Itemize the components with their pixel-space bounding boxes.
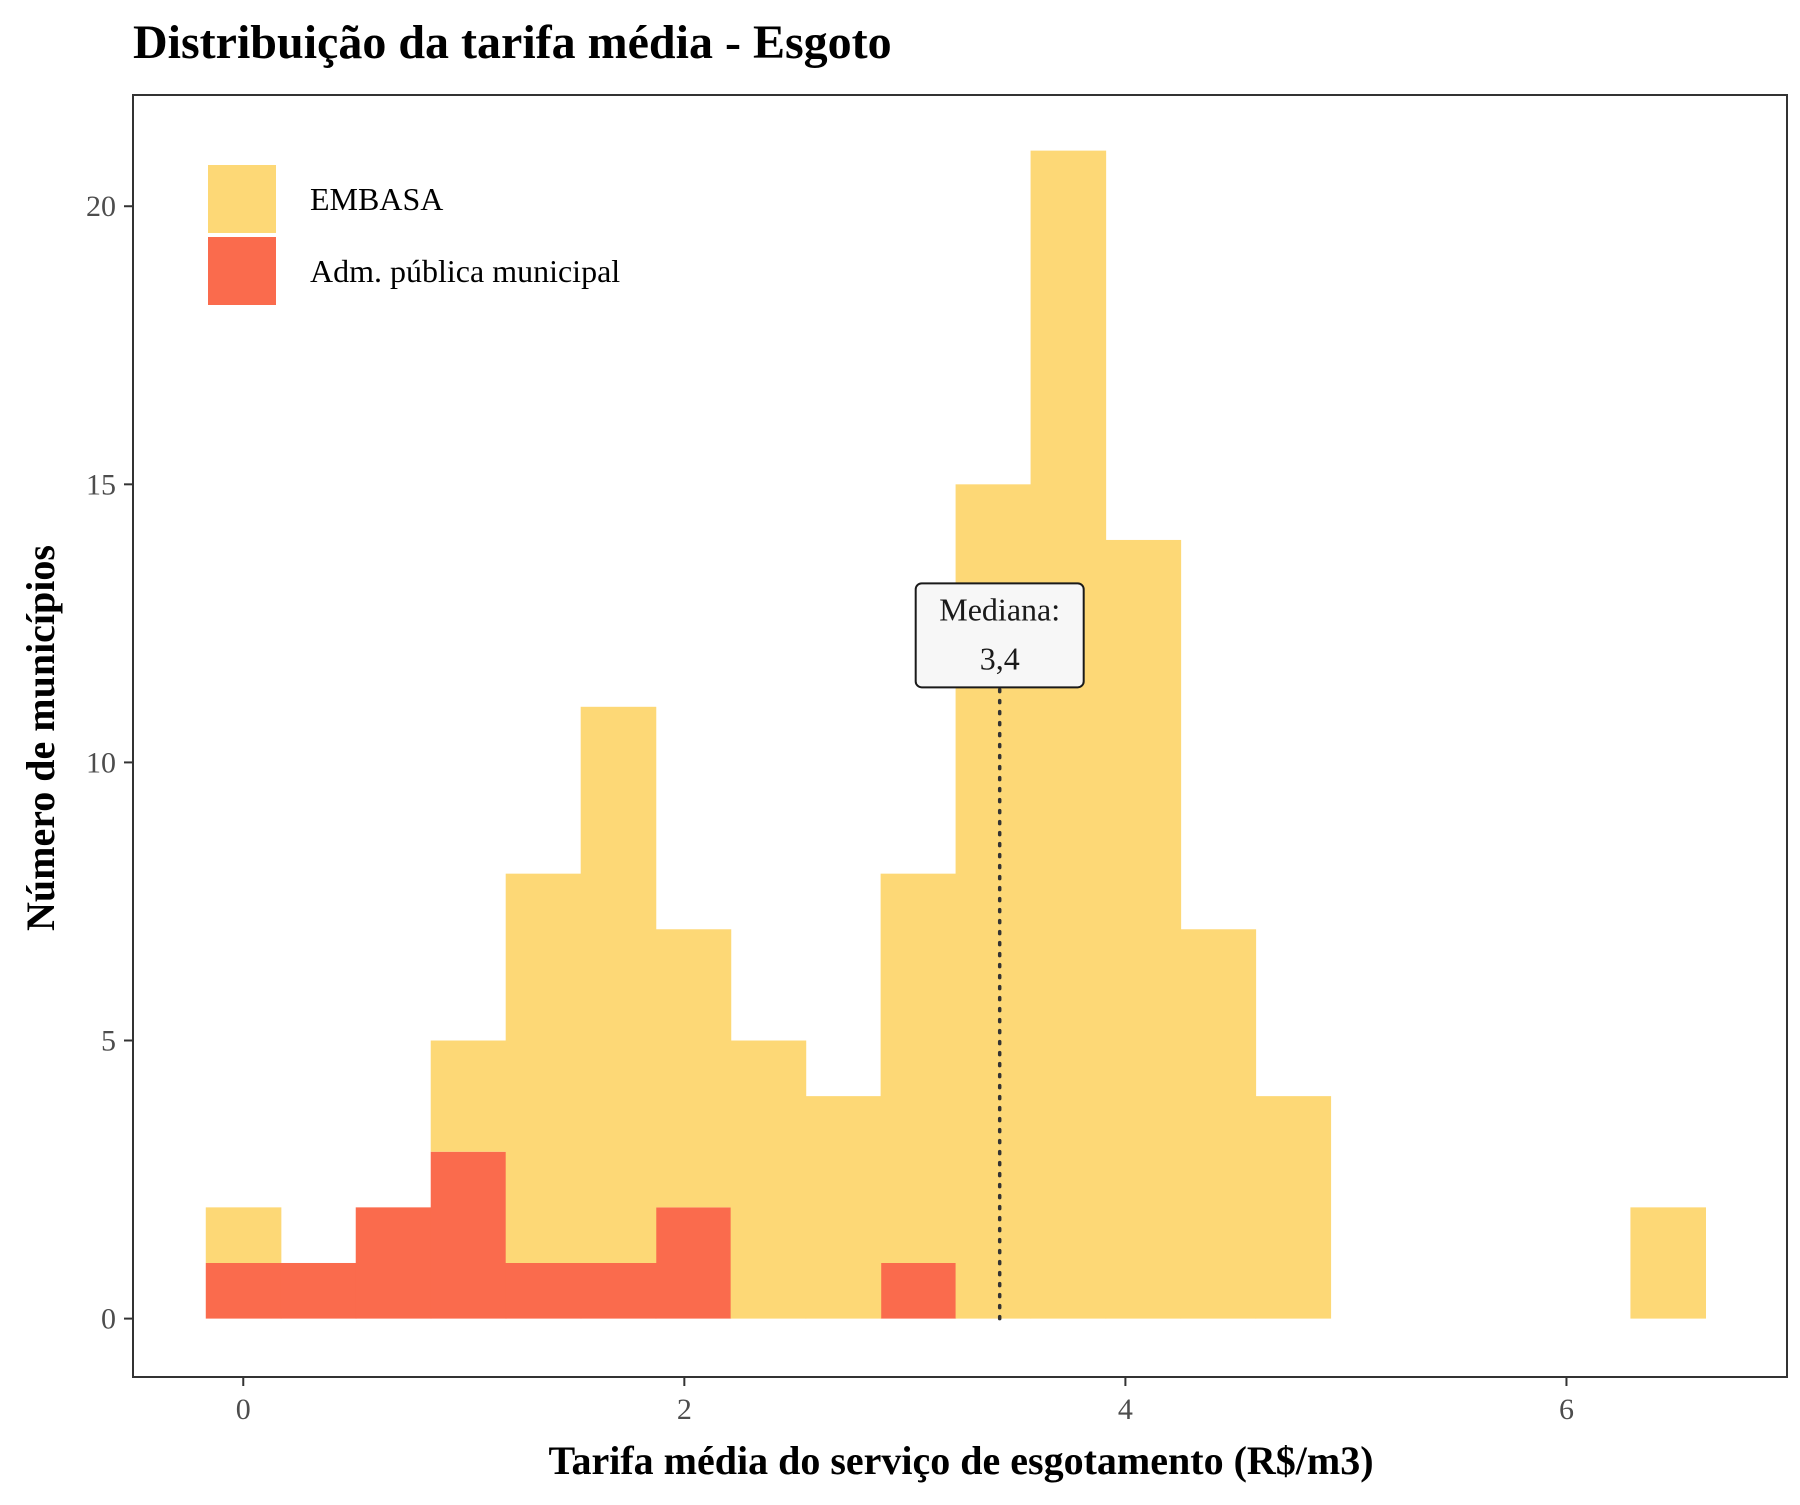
bar-embasa [580,706,657,1263]
x-tick-label: 4 [1118,1393,1133,1426]
median-label-box [914,582,1085,689]
bar-embasa [1630,1207,1707,1319]
bar-adm-publica-municipal [205,1262,282,1319]
bar-embasa [1030,150,1107,1319]
bar-adm-publica-municipal [655,1207,732,1319]
bar-embasa [430,1040,507,1152]
bar-embasa [805,1096,882,1319]
x-tick-label: 2 [677,1393,692,1426]
legend-key [208,237,276,305]
legend-key [208,165,276,233]
bar-embasa [655,929,732,1208]
bars-layer [205,150,1707,1319]
y-tick-label: 15 [86,468,116,501]
bar-embasa [1255,1096,1332,1319]
bar-adm-publica-municipal [880,1262,957,1319]
median-label-title: Mediana: [939,591,1060,627]
bar-adm-publica-municipal [355,1207,432,1319]
plot-panel-border [132,94,1788,1378]
bar-embasa [1180,929,1257,1319]
annotation-layer: Mediana: 3,4 [914,582,1085,1321]
y-tick-label: 20 [86,190,116,223]
y-tick-label: 10 [86,746,116,779]
bar-embasa [505,873,582,1263]
legend-label: EMBASA [310,181,443,217]
legend-label: Adm. pública municipal [310,253,620,289]
y-tick-label: 5 [101,1025,116,1058]
bar-embasa [1105,539,1182,1319]
bar-adm-publica-municipal [280,1262,357,1319]
bar-embasa [730,1040,807,1319]
axes-layer: 0 5 10 15 20 0 2 4 6 [86,94,1788,1426]
bar-adm-publica-municipal [505,1262,582,1319]
chart-title: Distribuição da tarifa média - Esgoto [133,16,892,69]
x-tick-label: 6 [1559,1393,1574,1426]
median-label-value: 3,4 [980,640,1020,676]
bar-adm-publica-municipal [580,1262,657,1319]
x-tick-label: 0 [236,1393,251,1426]
y-tick-label: 0 [101,1303,116,1336]
bar-embasa [880,873,957,1263]
legend: EMBASA Adm. pública municipal [208,165,620,305]
x-axis-title: Tarifa média do serviço de esgotamento (… [548,1438,1373,1483]
bar-adm-publica-municipal [430,1151,507,1319]
bar-embasa [205,1207,282,1263]
y-axis-title: Número de municípios [18,545,63,931]
